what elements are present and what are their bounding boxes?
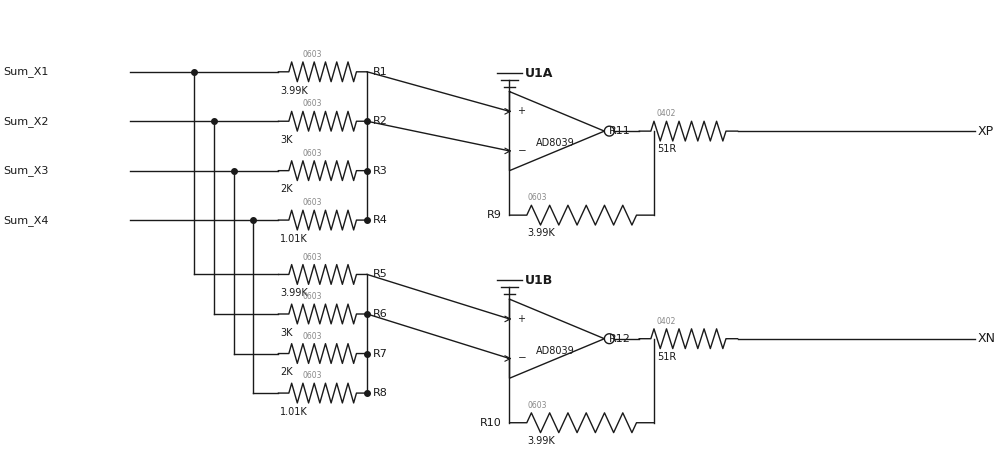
Text: Sum_X2: Sum_X2 [3, 116, 49, 126]
Text: 0603: 0603 [303, 99, 322, 108]
Text: 3.99K: 3.99K [527, 228, 555, 238]
Text: R3: R3 [373, 166, 388, 176]
Text: 0402: 0402 [657, 109, 676, 118]
Text: XP: XP [978, 125, 994, 137]
Text: −: − [517, 146, 526, 156]
Text: R4: R4 [373, 215, 388, 225]
Text: 51R: 51R [657, 352, 676, 362]
Text: +: + [517, 106, 525, 116]
Text: R10: R10 [480, 418, 502, 428]
Text: 1.01K: 1.01K [280, 407, 308, 417]
Text: U1A: U1A [525, 67, 553, 80]
Text: 0603: 0603 [303, 198, 322, 207]
Text: Sum_X1: Sum_X1 [3, 66, 49, 77]
Text: −: − [517, 354, 526, 364]
Text: 0603: 0603 [303, 292, 322, 301]
Text: R1: R1 [373, 67, 388, 77]
Text: 3K: 3K [280, 135, 293, 145]
Text: 3.99K: 3.99K [280, 288, 308, 298]
Text: R5: R5 [373, 269, 388, 279]
Text: R2: R2 [373, 116, 388, 126]
Text: 0603: 0603 [303, 50, 322, 59]
Text: XN: XN [978, 332, 996, 345]
Text: 1.01K: 1.01K [280, 234, 308, 244]
Text: R6: R6 [373, 309, 388, 319]
Text: 0603: 0603 [527, 193, 547, 202]
Text: U1B: U1B [525, 274, 553, 287]
Text: Sum_X3: Sum_X3 [3, 165, 49, 176]
Text: 3.99K: 3.99K [527, 435, 555, 445]
Text: 0603: 0603 [303, 253, 322, 262]
Text: R7: R7 [373, 349, 388, 359]
Text: 0603: 0603 [303, 371, 322, 380]
Text: Sum_X4: Sum_X4 [3, 215, 49, 226]
Text: R12: R12 [609, 334, 631, 344]
Text: AD8039: AD8039 [536, 138, 574, 148]
Text: 3.99K: 3.99K [280, 86, 308, 96]
Text: 2K: 2K [280, 184, 293, 194]
Text: 51R: 51R [657, 144, 676, 154]
Text: 3K: 3K [280, 328, 293, 338]
Text: R11: R11 [609, 126, 631, 136]
Text: 0402: 0402 [657, 317, 676, 326]
Text: R9: R9 [487, 210, 502, 220]
Text: 2K: 2K [280, 367, 293, 377]
Text: 0603: 0603 [303, 332, 322, 341]
Text: R8: R8 [373, 388, 388, 398]
Text: 0603: 0603 [303, 149, 322, 158]
Text: +: + [517, 314, 525, 324]
Text: 0603: 0603 [527, 401, 547, 410]
Text: AD8039: AD8039 [536, 345, 574, 355]
